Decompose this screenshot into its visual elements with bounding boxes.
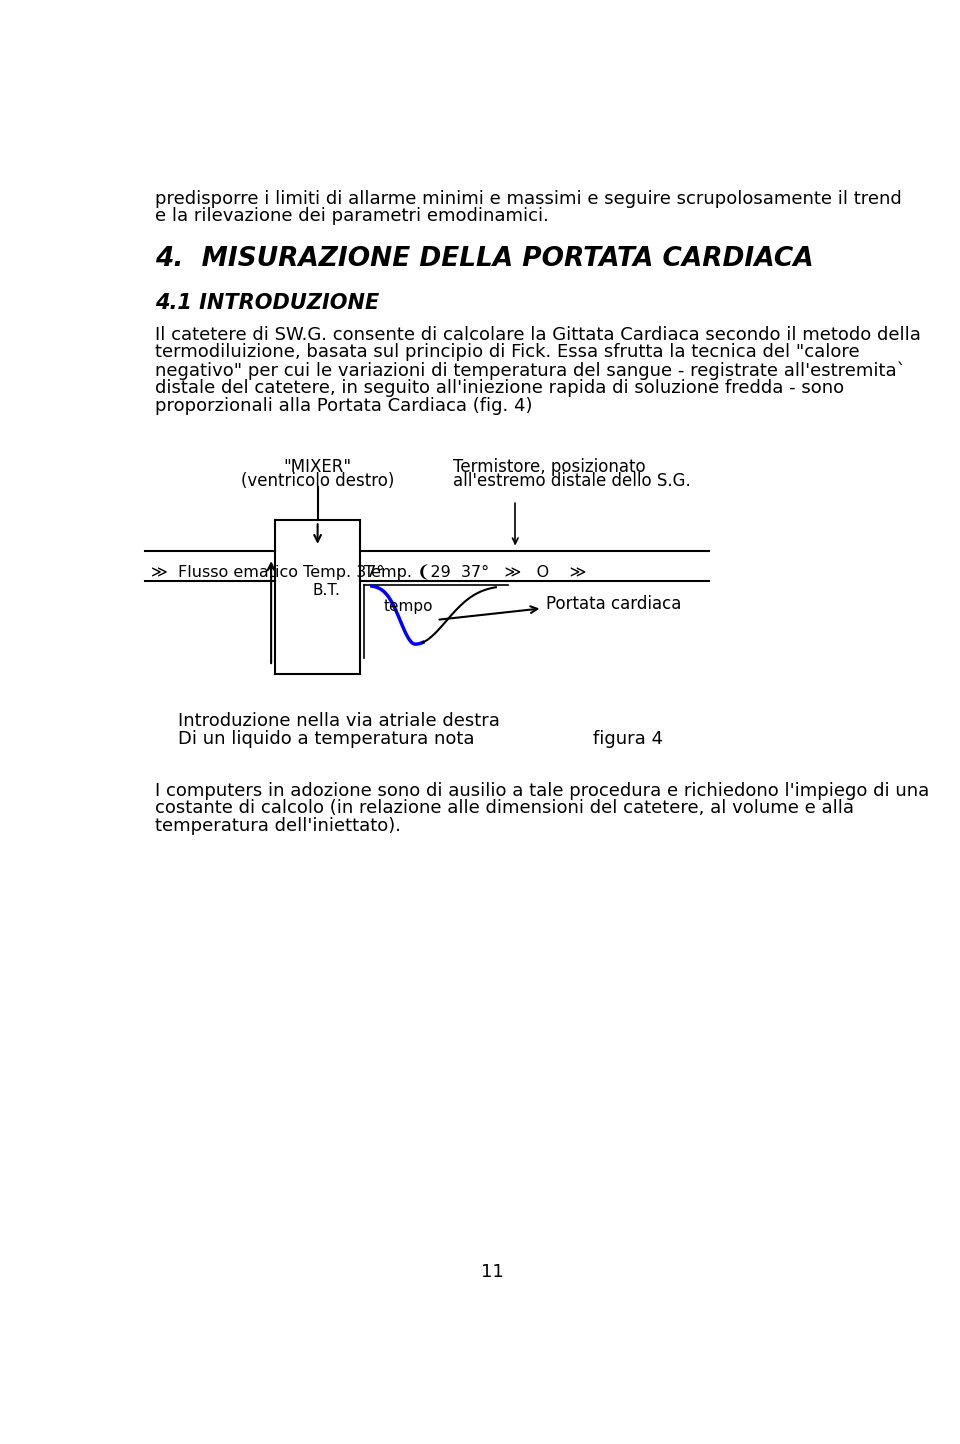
Text: "MIXER": "MIXER" bbox=[283, 458, 351, 477]
Text: B.T.: B.T. bbox=[313, 583, 341, 598]
Text: negativo" per cui le variazioni di temperatura del sangue - registrate all'estre: negativo" per cui le variazioni di tempe… bbox=[155, 361, 905, 380]
Text: Introduzione nella via atriale destra: Introduzione nella via atriale destra bbox=[179, 712, 500, 731]
Text: Termistore, posizionato: Termistore, posizionato bbox=[453, 458, 646, 477]
Text: Il catetere di SW.G. consente di calcolare la Gittata Cardiaca secondo il metodo: Il catetere di SW.G. consente di calcola… bbox=[155, 326, 921, 344]
Text: Temp. ❨29  37°   ≫   O    ≫: Temp. ❨29 37° ≫ O ≫ bbox=[364, 565, 587, 580]
Text: e la rilevazione dei parametri emodinamici.: e la rilevazione dei parametri emodinami… bbox=[155, 206, 549, 225]
Text: proporzionali alla Portata Cardiaca (fig. 4): proporzionali alla Portata Cardiaca (fig… bbox=[155, 397, 533, 414]
Text: I computers in adozione sono di ausilio a tale procedura e richiedono l'impiego : I computers in adozione sono di ausilio … bbox=[155, 781, 929, 800]
Text: Di un liquido a temperatura nota: Di un liquido a temperatura nota bbox=[179, 731, 474, 748]
Text: temperatura dell'iniettato).: temperatura dell'iniettato). bbox=[155, 817, 401, 835]
Text: costante di calcolo (in relazione alle dimensioni del catetere, al volume e alla: costante di calcolo (in relazione alle d… bbox=[155, 800, 853, 817]
Text: termodiluizione, basata sul principio di Fick. Essa sfrutta la tecnica del "calo: termodiluizione, basata sul principio di… bbox=[155, 344, 859, 361]
Text: (ventricolo destro): (ventricolo destro) bbox=[241, 472, 395, 490]
Text: 11: 11 bbox=[481, 1264, 503, 1281]
Text: predisporre i limiti di allarme minimi e massimi e seguire scrupolosamente il tr: predisporre i limiti di allarme minimi e… bbox=[155, 191, 901, 208]
Text: 4.1 INTRODUZIONE: 4.1 INTRODUZIONE bbox=[155, 293, 379, 313]
Text: all'estremo distale dello S.G.: all'estremo distale dello S.G. bbox=[453, 472, 691, 490]
Text: 4.  MISURAZIONE DELLA PORTATA CARDIACA: 4. MISURAZIONE DELLA PORTATA CARDIACA bbox=[155, 247, 813, 273]
Text: figura 4: figura 4 bbox=[592, 731, 662, 748]
Text: Portata cardiaca: Portata cardiaca bbox=[546, 595, 682, 614]
Text: ≫  Flusso ematico Temp. 37°: ≫ Flusso ematico Temp. 37° bbox=[151, 565, 384, 579]
Text: distale del catetere, in seguito all'iniezione rapida di soluzione fredda - sono: distale del catetere, in seguito all'ini… bbox=[155, 378, 844, 397]
Text: tempo: tempo bbox=[383, 599, 433, 614]
